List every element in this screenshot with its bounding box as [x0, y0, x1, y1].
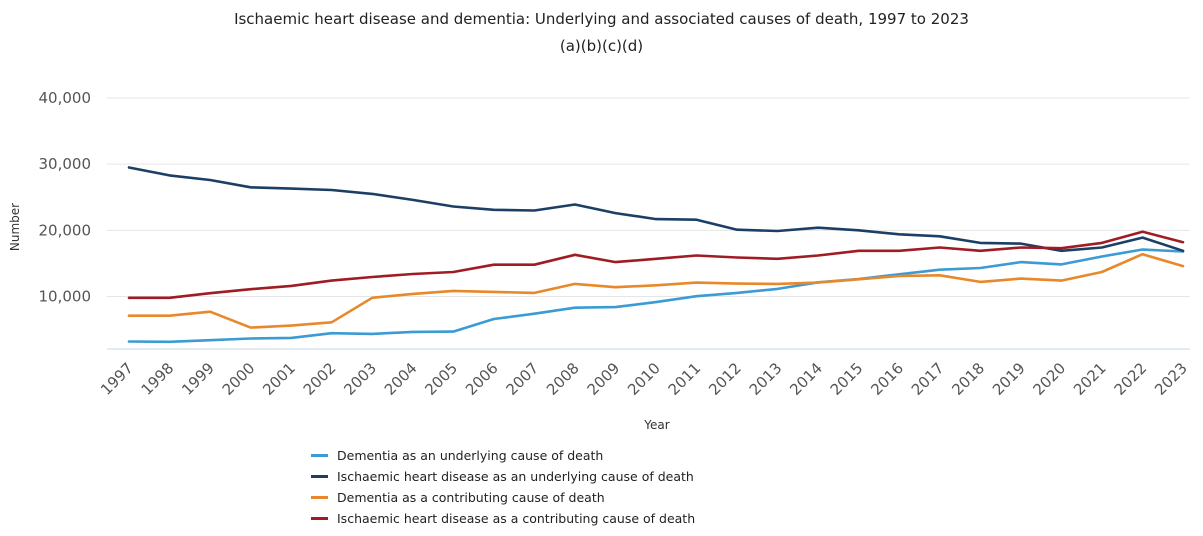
series-line[interactable]: [127, 230, 1185, 300]
x-tick-label: 2014: [786, 359, 826, 399]
x-tick-label: 2006: [462, 359, 502, 399]
x-tick-label: 1998: [138, 359, 178, 399]
legend-swatch: [311, 454, 328, 457]
x-axis-title: Year: [643, 418, 669, 432]
x-tick-label: 2018: [948, 359, 988, 399]
legend-item[interactable]: Dementia as an underlying cause of death: [311, 445, 695, 466]
x-tick-label: 2019: [989, 359, 1029, 399]
x-tick-label: 2013: [746, 359, 786, 399]
chart-title: Ischaemic heart disease and dementia: Un…: [234, 10, 969, 28]
line-chart: 10,000 20,000 30,000 40,000 1997 1998 1999 2000…: [8, 89, 1191, 432]
x-tick-label: 2011: [665, 359, 705, 399]
legend-label: Ischaemic heart disease as an underlying…: [337, 469, 694, 484]
y-tick-label: 40,000: [39, 89, 92, 107]
legend-item[interactable]: Ischaemic heart disease as an underlying…: [311, 466, 695, 487]
legend: Dementia as an underlying cause of death…: [311, 445, 695, 529]
legend-label: Ischaemic heart disease as a contributin…: [337, 511, 696, 526]
legend-item[interactable]: Dementia as a contributing cause of deat…: [311, 487, 695, 508]
x-tick-label: 2021: [1070, 359, 1110, 399]
x-tick-label: 2002: [300, 359, 340, 399]
x-tick-label: 2022: [1111, 359, 1151, 399]
series-line[interactable]: [127, 166, 1185, 253]
x-tick-label: 2005: [421, 359, 461, 399]
x-tick-label: 1997: [97, 359, 137, 399]
series-line[interactable]: [127, 248, 1185, 344]
y-tick-label: 20,000: [39, 221, 92, 239]
legend-item[interactable]: Ischaemic heart disease as a contributin…: [311, 508, 695, 529]
legend-label: Dementia as a contributing cause of deat…: [337, 490, 605, 505]
legend-swatch: [311, 517, 328, 520]
x-tick-label: 2008: [543, 359, 583, 399]
x-tick-label: 1999: [178, 359, 218, 399]
legend-swatch: [311, 496, 328, 499]
x-tick-label: 2015: [827, 359, 867, 399]
y-tick-label: 10,000: [39, 288, 92, 306]
x-tick-label: 2017: [908, 359, 948, 399]
y-tick-label: 30,000: [39, 155, 92, 173]
x-tick-label: 2001: [259, 359, 299, 399]
x-tick-label: 2010: [624, 359, 664, 399]
x-tick-label: 2012: [705, 359, 745, 399]
y-axis-title: Number: [8, 203, 22, 251]
x-tick-label: 2016: [867, 359, 907, 399]
legend-swatch: [311, 475, 328, 478]
x-tick-label: 2023: [1151, 359, 1191, 399]
x-tick-label: 2009: [584, 359, 624, 399]
chart-subtitle: (a)(b)(c)(d): [559, 37, 644, 55]
x-tick-label: 2004: [381, 359, 421, 399]
x-tick-label: 2000: [219, 359, 259, 399]
x-tick-label: 2003: [340, 359, 380, 399]
x-tick-label: 2007: [502, 359, 542, 399]
series-line[interactable]: [127, 252, 1185, 329]
x-tick-label: 2020: [1029, 359, 1069, 399]
legend-label: Dementia as an underlying cause of death: [337, 448, 604, 463]
